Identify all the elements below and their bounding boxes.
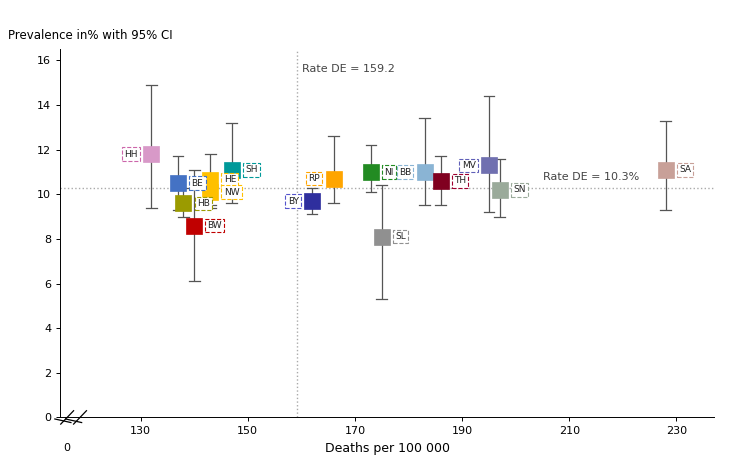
Text: MV: MV [461,161,475,170]
Text: 0: 0 [63,443,70,453]
X-axis label: Deaths per 100 000: Deaths per 100 000 [324,442,450,455]
Text: Prevalence in% with 95% CI: Prevalence in% with 95% CI [8,29,173,42]
Text: TH: TH [454,176,467,186]
Text: SA: SA [679,165,691,174]
Text: BB: BB [399,167,411,177]
Text: SL: SL [395,232,406,241]
Text: BE: BE [192,179,203,188]
Text: NW: NW [224,188,239,196]
Text: HH: HH [125,149,138,159]
Text: BW: BW [208,221,222,230]
Text: BY: BY [288,196,299,205]
Text: NI: NI [384,167,394,177]
Text: SH: SH [245,165,257,174]
Text: SN: SN [513,185,526,195]
Text: Rate DE = 159.2: Rate DE = 159.2 [303,64,395,74]
Text: HB: HB [197,199,210,208]
Text: HE: HE [224,175,236,184]
Text: RP: RP [308,174,320,183]
Text: Rate DE = 10.3%: Rate DE = 10.3% [542,172,639,182]
